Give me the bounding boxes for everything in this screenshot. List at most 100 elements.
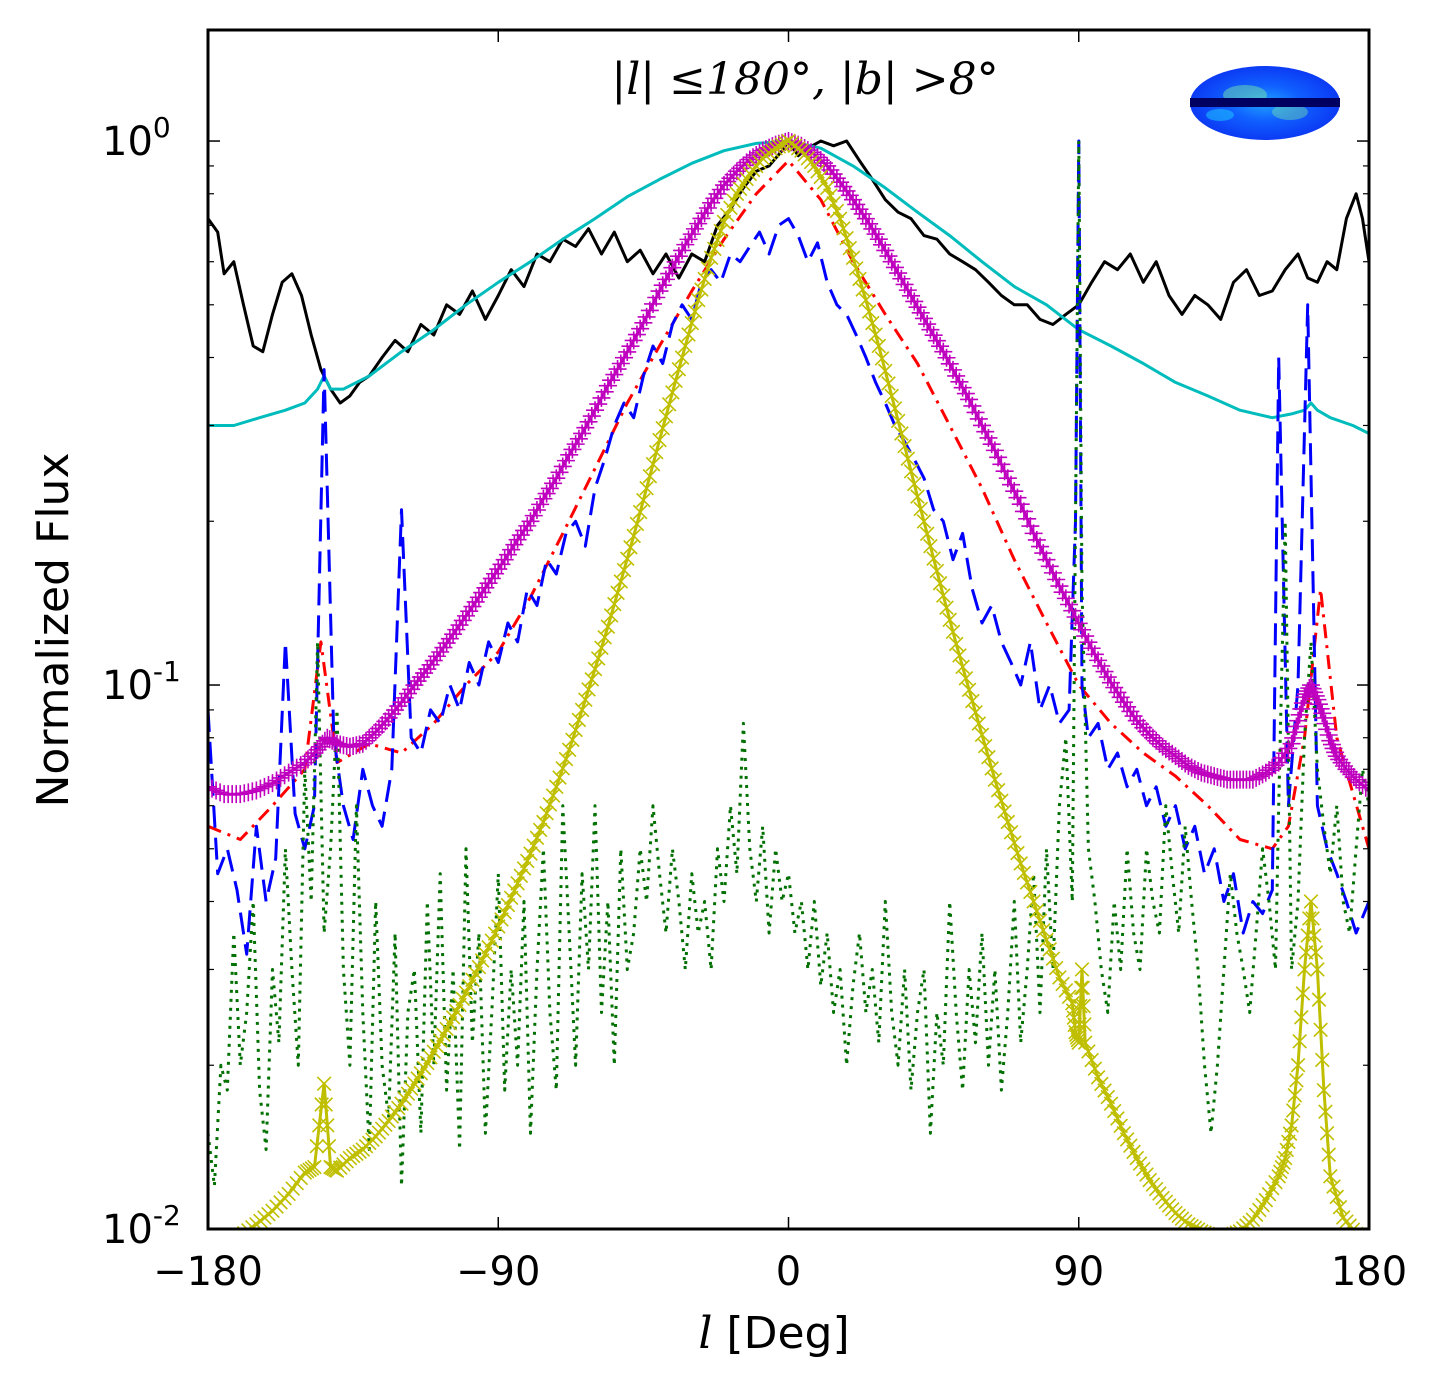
- data-point-marker: [632, 504, 648, 520]
- data-point-marker: [887, 401, 903, 416]
- data-point-marker: [707, 241, 722, 257]
- data-point-marker: [955, 659, 970, 675]
- data-point-marker: [968, 704, 983, 720]
- data-point-marker: [1345, 1222, 1361, 1229]
- data-point-marker: [674, 350, 690, 365]
- data-point-marker: [671, 361, 687, 377]
- data-point-marker: [603, 608, 619, 623]
- data-point-marker: [1306, 928, 1322, 943]
- x-tick-label: 180: [1331, 1249, 1407, 1295]
- data-point-marker: [1318, 1104, 1333, 1119]
- data-point-marker: [987, 772, 1003, 787]
- data-point-marker: [1184, 1218, 1199, 1229]
- data-point-marker: [1081, 1044, 1096, 1059]
- data-point-marker: [832, 211, 848, 226]
- data-point-marker: [1075, 980, 1091, 996]
- data-point-marker: [858, 292, 874, 308]
- data-point-marker: [1113, 1118, 1128, 1134]
- data-point-marker: [1321, 1147, 1337, 1163]
- data-point-marker: [1076, 998, 1091, 1014]
- data-point-marker: [881, 376, 896, 391]
- data-point-marker: [539, 805, 554, 821]
- data-point-marker: [1006, 835, 1022, 851]
- data-point-marker: [1289, 1072, 1304, 1088]
- data-point-marker: [497, 905, 513, 920]
- data-point-marker: [1108, 683, 1127, 702]
- data-point-marker: [853, 204, 872, 223]
- data-point-marker: [555, 761, 571, 776]
- data-point-marker: [1311, 992, 1327, 1007]
- data-point-marker: [694, 282, 709, 297]
- data-point-marker: [565, 732, 580, 748]
- data-point-marker: [616, 562, 632, 578]
- data-point-marker: [932, 575, 948, 591]
- x-tick-label: −90: [456, 1249, 540, 1295]
- data-point-marker: [613, 574, 629, 589]
- data-point-marker: [958, 671, 974, 686]
- data-point-marker: [923, 538, 938, 554]
- data-point-marker: [942, 612, 958, 628]
- data-point-marker: [447, 620, 466, 639]
- data-point-marker: [323, 731, 342, 750]
- data-point-marker: [850, 200, 869, 219]
- data-point-marker: [1106, 1103, 1122, 1119]
- data-point-marker: [890, 413, 906, 429]
- data-point-marker: [581, 682, 596, 697]
- data-point-marker: [466, 592, 485, 611]
- data-point-marker: [231, 785, 250, 804]
- data-point-marker: [1102, 673, 1120, 692]
- sky-map-icon: [1190, 66, 1340, 140]
- data-point-marker: [952, 648, 967, 663]
- data-point-marker: [1272, 748, 1291, 767]
- data-point-marker: [700, 261, 716, 276]
- data-point-marker: [578, 692, 593, 708]
- data-point-marker: [275, 766, 294, 785]
- data-point-marker: [884, 388, 900, 404]
- data-point-marker: [1045, 951, 1061, 966]
- data-point-marker: [1322, 1168, 1338, 1184]
- data-point-marker: [444, 625, 463, 644]
- data-point-marker: [1310, 962, 1325, 977]
- data-point-marker: [697, 271, 712, 287]
- data-point-marker: [655, 420, 671, 436]
- y-tick-label: 10-2: [102, 1199, 181, 1253]
- series-yellow-x: [233, 133, 1364, 1229]
- data-point-marker: [243, 782, 262, 801]
- data-point-marker: [1308, 690, 1327, 709]
- data-point-marker: [990, 782, 1006, 798]
- data-point-marker: [508, 530, 527, 549]
- data-point-marker: [247, 781, 266, 800]
- data-point-marker: [1032, 913, 1048, 929]
- data-point-marker: [540, 479, 559, 498]
- data-point-marker: [1342, 765, 1361, 784]
- data-point-marker: [995, 462, 1014, 481]
- data-point-marker: [279, 763, 298, 782]
- data-point-marker: [510, 875, 525, 891]
- data-point-marker: [865, 315, 880, 331]
- data-point-marker: [542, 797, 558, 812]
- data-point-marker: [1042, 941, 1058, 957]
- data-point-marker: [661, 397, 677, 412]
- data-point-marker: [479, 574, 498, 593]
- data-point-marker: [997, 804, 1012, 819]
- data-point-marker: [1145, 1177, 1161, 1192]
- data-point-marker: [519, 853, 535, 869]
- series-line: [208, 159, 1369, 851]
- data-point-marker: [1073, 980, 1089, 996]
- data-point-marker: [283, 761, 302, 780]
- data-point-marker: [469, 588, 488, 607]
- data-point-marker: [320, 1118, 335, 1133]
- data-point-marker: [1306, 686, 1325, 705]
- data-point-marker: [860, 214, 879, 233]
- data-point-marker: [259, 776, 278, 795]
- data-point-marker: [1087, 1061, 1103, 1077]
- data-point-marker: [855, 282, 870, 297]
- series-red-dashdot: [208, 159, 1369, 851]
- y-axis-label: Normalized Flux: [28, 453, 79, 808]
- data-point-marker: [1297, 962, 1312, 977]
- data-point-marker: [900, 451, 916, 466]
- data-point-marker: [1295, 986, 1311, 1001]
- data-point-marker: [518, 516, 537, 535]
- data-point-marker: [984, 761, 999, 776]
